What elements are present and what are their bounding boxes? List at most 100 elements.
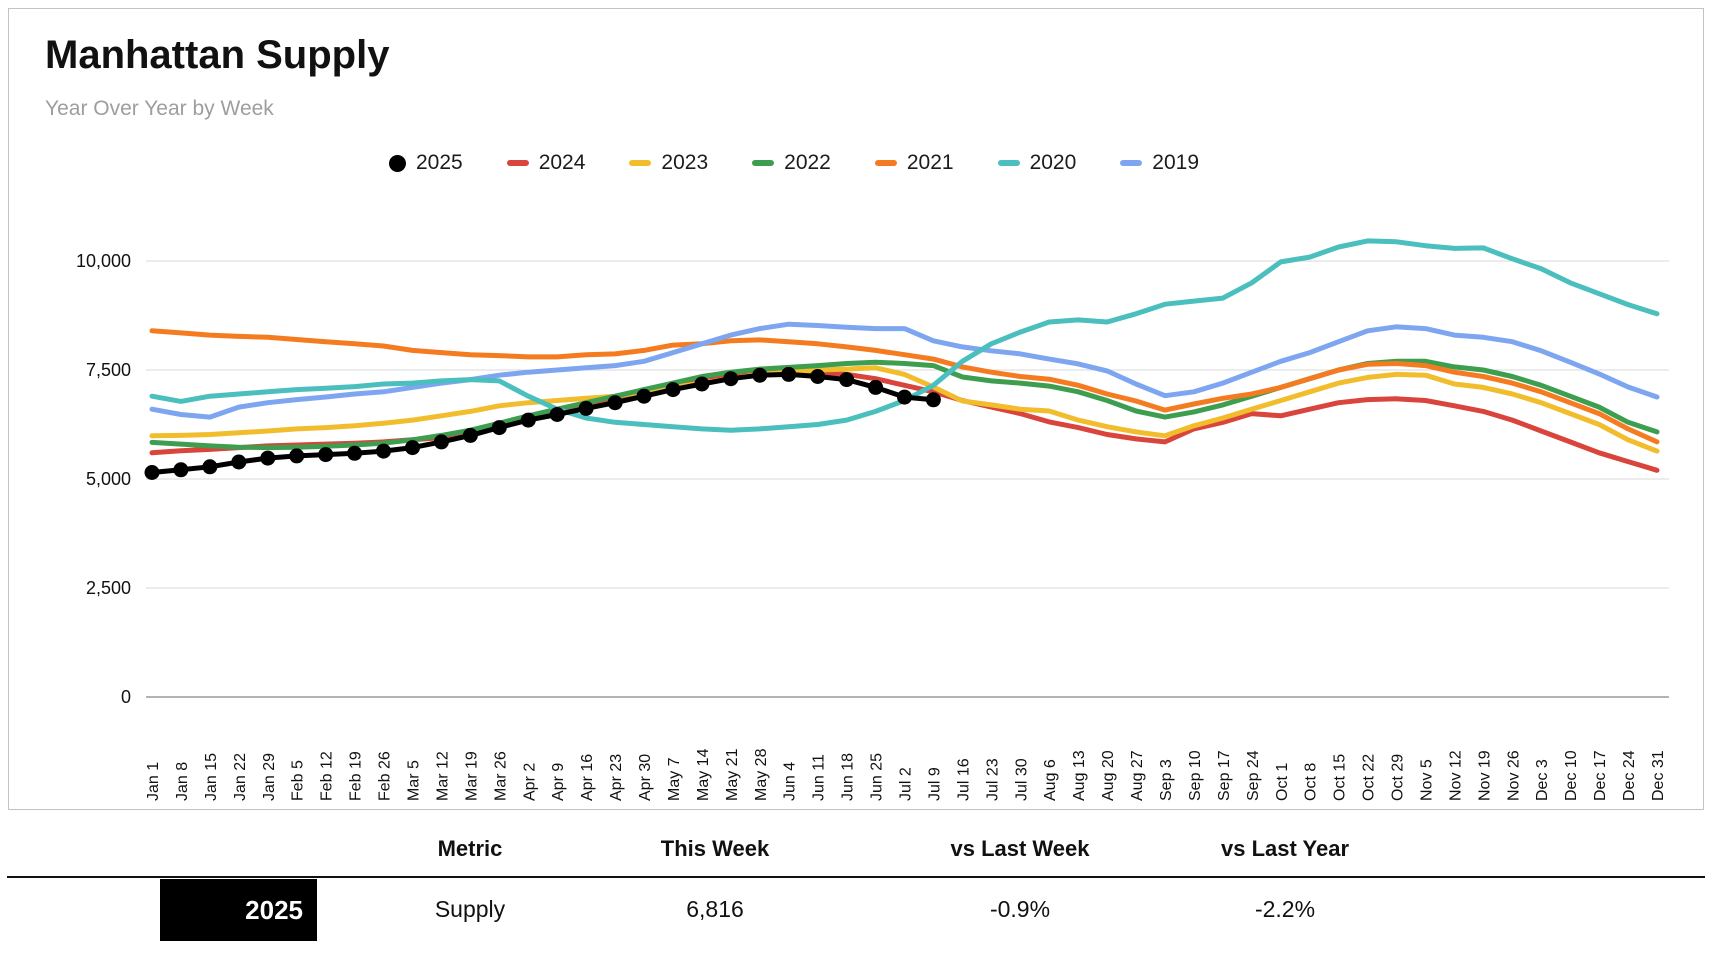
legend-dash-marker [629,160,652,166]
data-point-2025 [347,445,363,461]
x-tick-label: Dec 3 [1534,759,1551,801]
chart-card: Manhattan Supply Year Over Year by Week … [8,8,1704,810]
series-line-2022 [149,358,1660,451]
series-line-2023 [149,365,1660,454]
x-tick-label: Dec 17 [1592,750,1609,801]
y-tick-label: 5,000 [86,469,131,489]
x-tick-label: Nov 19 [1476,750,1493,801]
legend-dash-marker [874,160,897,166]
legend-dash-marker [1120,160,1143,166]
x-tick-label: Jun 11 [811,754,828,801]
x-tick-label: Sep 17 [1216,750,1233,801]
y-tick-label: 2,500 [86,578,131,598]
cell-metric: Supply [434,896,506,922]
data-point-2025 [578,400,594,416]
x-tick-label: Aug 20 [1100,750,1117,801]
x-tick-label: Feb 19 [348,751,365,801]
y-tick-label: 10,000 [76,251,131,271]
legend-circle-marker [388,154,406,172]
x-tick-label: Apr 30 [637,754,654,801]
x-tick-label: May 14 [695,748,712,801]
x-tick-label: Dec 31 [1650,750,1667,801]
legend-dash-marker [997,160,1020,166]
x-tick-label: Feb 12 [319,751,336,801]
data-point-2025 [665,382,681,398]
year-badge: 2025 [160,879,317,941]
x-tick-label: Jul 30 [1013,758,1030,801]
x-tick-label: Mar 5 [405,760,422,801]
data-point-2025 [723,371,739,387]
legend-label: 2021 [906,151,954,174]
data-point-2025 [810,369,826,384]
series-line-2021 [149,328,1660,445]
data-point-2025 [202,459,218,475]
data-point-2025 [897,389,912,405]
x-tick-label: Mar 12 [434,751,451,801]
x-tick-label: Feb 5 [290,760,307,801]
x-tick-label: Feb 26 [377,751,394,801]
x-tick-label: Apr 16 [579,754,596,801]
legend-item-2020: 2020 [997,151,1076,175]
legend-item-2021: 2021 [874,151,954,175]
legend-dash-marker [506,160,529,166]
x-tick-label: Jun 25 [869,753,886,801]
x-axis-labels: Jan 1 Jan 8 Jan 15 Jan 22 Jan 29 Feb 5 Feb 12 F… [145,748,1667,801]
data-point-2025 [694,376,710,392]
x-tick-label: Dec 10 [1563,750,1580,801]
x-tick-label: May 28 [753,748,770,801]
data-point-2025 [376,443,391,459]
data-point-2025 [173,462,189,478]
data-point-2025 [636,388,652,404]
x-tick-label: Jul 9 [926,767,943,801]
cell-vs-last-year: -2.2% [1254,896,1316,922]
x-tick-label: Jan 15 [203,753,220,801]
data-point-2025 [405,440,420,456]
x-tick-label: Jan 1 [145,762,162,801]
header-metric: Metric [437,836,503,861]
data-point-2025 [462,427,478,443]
chart-subtitle: Year Over Year by Week [45,97,274,120]
summary-table: Metric This Week vs Last Week vs Last Ye… [0,818,1712,956]
x-tick-label: Mar 19 [463,751,480,801]
gridlines [146,260,1669,698]
x-tick-label: Jul 2 [898,767,915,801]
legend-label: 2024 [538,151,586,174]
data-point-2025 [549,407,565,422]
chart-title: Manhattan Supply [45,33,390,77]
x-tick-label: Oct 8 [1303,763,1320,801]
y-tick-label: 0 [121,687,131,707]
x-tick-label: Oct 29 [1390,754,1407,801]
x-tick-label: Sep 10 [1187,750,1204,801]
x-tick-label: Aug 13 [1071,750,1088,801]
data-point-2025 [260,450,276,466]
x-tick-label: Jan 29 [261,753,278,801]
x-tick-label: Jun 4 [782,762,799,801]
x-tick-label: Sep 3 [1158,759,1175,801]
header-this-week: This Week [660,836,770,861]
y-axis-labels: 0 2,500 5,000 7,500 10,000 [76,251,131,707]
x-tick-label: Jan 22 [232,753,249,801]
header-vs-last-week: vs Last Week [950,836,1090,861]
x-tick-label: Mar 26 [492,751,509,801]
legend-label: 2023 [661,151,709,174]
table-divider [7,876,1705,878]
data-point-2025 [433,434,449,450]
series-line-2025 [149,371,936,475]
x-tick-label: Jul 23 [984,758,1001,801]
x-tick-label: Jan 8 [174,762,191,801]
x-tick-label: Nov 12 [1447,750,1464,801]
legend-item-2022: 2022 [752,151,831,175]
x-tick-label: Apr 9 [550,763,567,801]
x-tick-label: Nov 5 [1418,759,1435,801]
legend-item-2025: 2025 [388,151,463,175]
x-tick-label: Sep 24 [1245,750,1262,801]
x-tick-label: Dec 24 [1621,750,1638,801]
cell-vs-last-week: -0.9% [989,896,1051,922]
x-tick-label: Oct 1 [1274,763,1291,801]
data-point-2025 [231,454,247,470]
x-tick-label: May 7 [666,757,683,801]
legend-label: 2022 [784,151,831,174]
x-tick-label: Apr 23 [608,754,625,801]
series-lines [144,238,1660,480]
